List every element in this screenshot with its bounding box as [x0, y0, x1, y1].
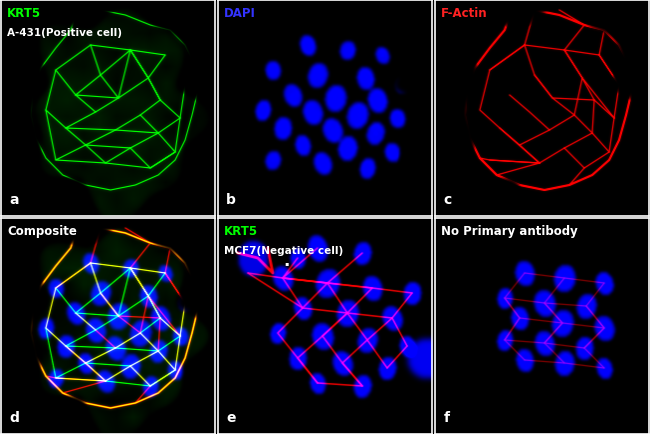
Text: No Primary antibody: No Primary antibody — [441, 225, 578, 238]
Text: c: c — [443, 193, 452, 207]
Text: d: d — [9, 411, 19, 425]
Text: MCF7(Negative cell): MCF7(Negative cell) — [224, 246, 343, 256]
Text: e: e — [226, 411, 236, 425]
Text: b: b — [226, 193, 236, 207]
Text: KRT5: KRT5 — [7, 7, 41, 20]
Text: KRT5: KRT5 — [224, 225, 258, 238]
Text: F-Actin: F-Actin — [441, 7, 488, 20]
Text: A-431(Positive cell): A-431(Positive cell) — [7, 28, 122, 39]
Text: Composite: Composite — [7, 225, 77, 238]
Text: a: a — [9, 193, 19, 207]
Text: DAPI: DAPI — [224, 7, 256, 20]
Text: f: f — [443, 411, 449, 425]
